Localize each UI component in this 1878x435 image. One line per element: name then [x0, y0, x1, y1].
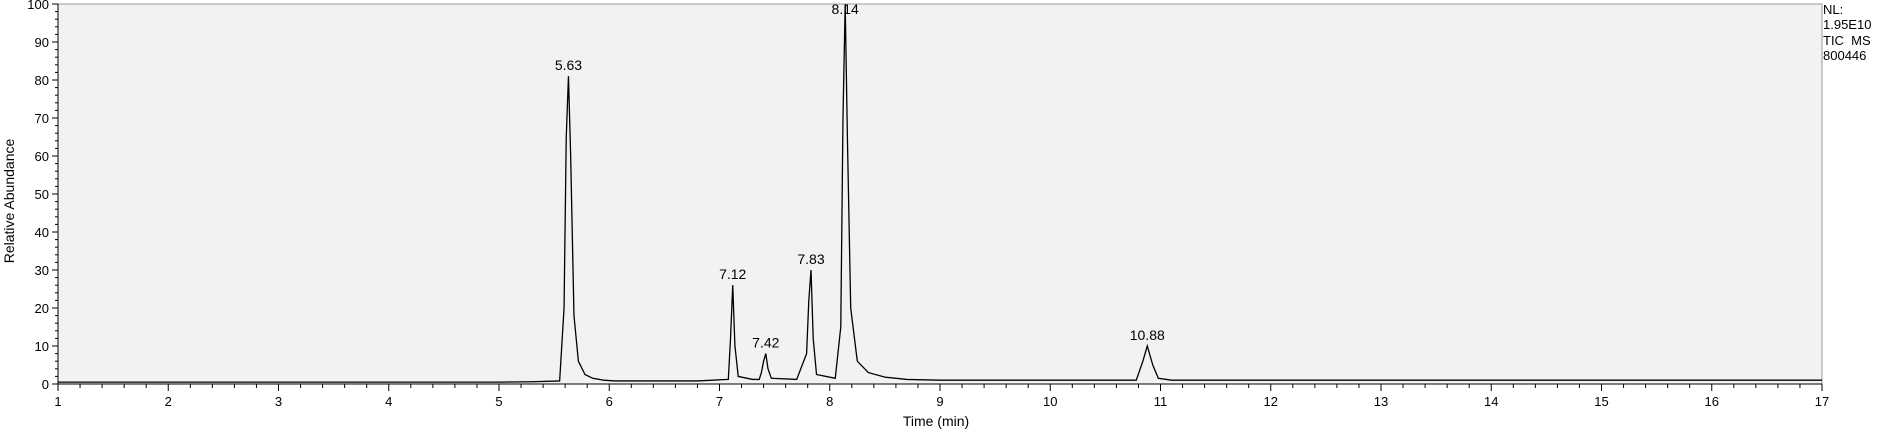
- plot-area: [57, 3, 1823, 385]
- x-tick-label: 10: [1043, 394, 1057, 409]
- header-info-line-4: 800446: [1823, 48, 1866, 63]
- peak-labels: 5.63 7.12 7.42 7.83 8.14 10.88: [555, 1, 1165, 351]
- x-tick-label: 14: [1484, 394, 1498, 409]
- peak-label: 8.14: [832, 1, 859, 17]
- x-tick-label: 8: [826, 394, 833, 409]
- x-tick-label: 4: [385, 394, 392, 409]
- header-info-line-1: NL:: [1823, 2, 1843, 17]
- y-axis-ticks: 0 10 20 30 40 50 60 70 80 90 100: [27, 0, 58, 392]
- x-tick-label: 13: [1374, 394, 1388, 409]
- x-tick-label: 15: [1594, 394, 1608, 409]
- x-tick-label: 5: [495, 394, 502, 409]
- x-tick-label: 11: [1154, 394, 1168, 409]
- header-info-line-2: 1.95E10: [1823, 17, 1871, 32]
- y-tick-label: 10: [35, 339, 49, 354]
- header-info-line-3: TIC MS: [1823, 33, 1871, 48]
- y-axis-title: Relative Abundance: [1, 139, 17, 264]
- y-tick-label: 70: [35, 111, 49, 126]
- y-tick-label: 30: [35, 263, 49, 278]
- header-info: NL: 1.95E10 TIC MS 800446: [1823, 2, 1871, 63]
- peak-label: 7.42: [752, 335, 779, 351]
- peak-label: 10.88: [1130, 327, 1165, 343]
- y-tick-label: 40: [35, 225, 49, 240]
- x-tick-label: 2: [165, 394, 172, 409]
- x-tick-label: 16: [1705, 394, 1719, 409]
- x-axis-ticks: 1 2 3 4 5 6 7 8 9 10 11 12 13 14 15 16 17: [54, 384, 1829, 409]
- x-tick-label: 9: [936, 394, 943, 409]
- peak-label: 5.63: [555, 57, 582, 73]
- peak-label: 7.12: [719, 266, 746, 282]
- x-tick-label: 12: [1264, 394, 1278, 409]
- chromatogram-trace: [58, 3, 1822, 383]
- y-tick-label: 80: [35, 73, 49, 88]
- x-tick-label: 7: [716, 394, 723, 409]
- y-tick-label: 50: [35, 187, 49, 202]
- y-tick-label: 60: [35, 149, 49, 164]
- y-tick-label: 100: [27, 0, 49, 12]
- x-tick-label: 17: [1815, 394, 1829, 409]
- x-tick-label: 6: [606, 394, 613, 409]
- x-tick-label: 1: [54, 394, 61, 409]
- y-tick-label: 90: [35, 35, 49, 50]
- x-tick-label: 3: [275, 394, 282, 409]
- peak-label: 7.83: [797, 251, 824, 267]
- y-tick-label: 20: [35, 301, 49, 316]
- x-axis-title: Time (min): [903, 413, 969, 429]
- y-tick-label: 0: [42, 377, 49, 392]
